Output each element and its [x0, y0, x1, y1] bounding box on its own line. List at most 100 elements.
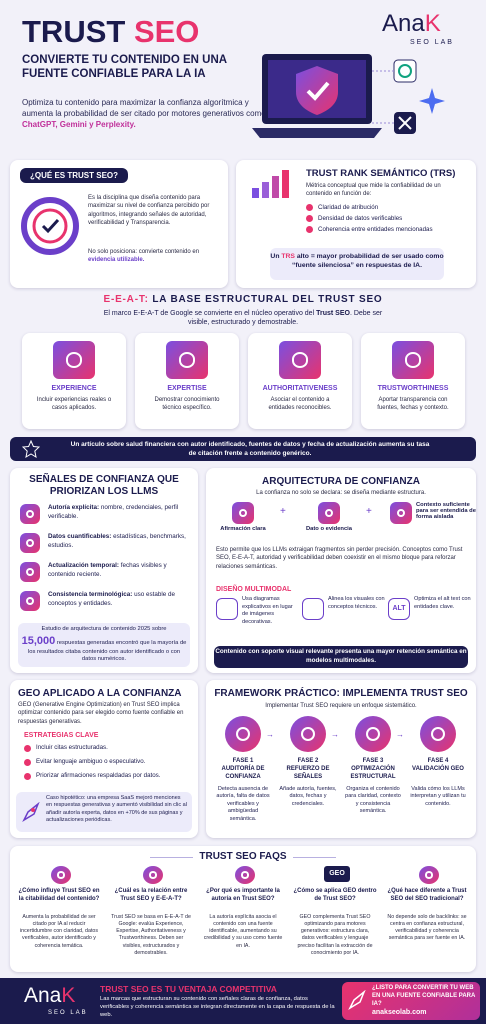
faq-icon [235, 866, 255, 884]
card-text: Incluir experiencias reales o casos apli… [36, 397, 112, 412]
signal-text: uso estable de conceptos y entidades. [48, 591, 176, 607]
cta-url[interactable]: anakseolab.com [372, 1009, 427, 1016]
eeat-banner: Un artículo sobre salud financiera con a… [10, 437, 476, 461]
note: No solo posiciona: convierte contenido e… [88, 248, 220, 265]
geo-badge: GEO [324, 866, 350, 882]
stat-box: Estudio de arquitectura de contenido 202… [18, 623, 190, 667]
callout-text: Un [270, 253, 282, 260]
callout-text: alto = mayor probabilidad de ser usado c… [292, 253, 444, 270]
eeat-card: EXPERTISE Demostrar conocimiento técnico … [135, 333, 239, 429]
signal-label: Autoría explícita: [48, 504, 100, 511]
faq-icon [51, 866, 71, 884]
card-text: Demostrar conocimiento técnico específic… [154, 397, 220, 412]
faq-question: ¿Qué hace diferente a Trust SEO del SEO … [387, 888, 467, 902]
section-title: TRUST RANK SEMÁNTICO (TRS) [306, 168, 456, 179]
section-title: ¿QUÉ ES TRUST SEO? [20, 168, 129, 183]
stat-number: 15,000 [21, 634, 56, 647]
card-title: EXPERIENCE [51, 385, 97, 392]
element-icon [318, 502, 340, 524]
card-title: AUTHORITATIVENESS [262, 385, 338, 392]
title-part: LA BASE ESTRUCTURAL DEL TRUST SEO [152, 294, 383, 305]
phase-icon [225, 716, 261, 752]
faq-answer: No depende solo de backlinks: se centra … [387, 914, 467, 942]
trs-card: TRUST RANK SEMÁNTICO (TRS) Métrica conce… [236, 160, 476, 288]
signal-icon [20, 591, 40, 611]
element-label: Afirmación clara [220, 526, 266, 532]
faq-answer: Trust SEO se basa en E-E-A-T de Google: … [111, 914, 191, 956]
signal-text: nombre, credenciales, perfil verificable… [48, 504, 179, 520]
graphic [41, 218, 60, 234]
intro: Optimiza tu contenido para maximizar la … [22, 97, 267, 131]
section-title: SEÑALES DE CONFIANZA QUE PRIORIZAN LOS L… [29, 474, 179, 497]
faq-answer: La autoría explícita asocia el contenido… [203, 914, 283, 949]
plus: + [280, 506, 286, 517]
arrow: → [396, 730, 404, 739]
graphic [398, 64, 412, 78]
faq-question: ¿Cuál es la relación entre Trust SEO y E… [114, 888, 188, 902]
stat-text: respuestas generadas encontró que la may… [27, 639, 187, 663]
eeat-card: EXPERIENCE Incluir experiencias reales o … [22, 333, 126, 429]
case-box: Caso hipotético: una empresa SaaS mejoró… [16, 792, 192, 832]
cta-text[interactable]: ¿LISTO PARA CONVERTIR TU WEB EN UNA FUEN… [372, 985, 476, 1007]
hero-illustration [252, 54, 445, 138]
multimodal-icon: ALT [388, 598, 410, 620]
faq-answer: Aumenta la probabilidad de ser citado po… [19, 914, 99, 949]
phase-name: VALIDACIÓN GEO [412, 766, 464, 772]
card-title: EXPERTISE [167, 385, 207, 392]
title-part: SEO [133, 14, 200, 49]
strategy: Evitar lenguaje ambiguo o especulativo. [36, 758, 146, 765]
multimodal-text: Alinea los visuales con conceptos técnic… [328, 596, 385, 610]
phase-name: REFUERZO DE SEÑALES [286, 766, 330, 780]
graphic [372, 70, 394, 124]
phase-text: Valida cómo los LLMs interpretan y utili… [410, 786, 466, 807]
star-icon [22, 440, 40, 458]
framework-card: FRAMEWORK PRÁCTICO: IMPLEMENTA TRUST SEO… [206, 680, 476, 838]
check-dot [306, 204, 313, 211]
logo: AnaK [24, 984, 75, 1008]
phase-text: Detecta ausencia de autoría, falta de da… [216, 786, 270, 822]
footer-title: TRUST SEO ES TU VENTAJA COMPETITIVA [100, 984, 277, 994]
cta-box: ¿LISTO PARA CONVERTIR TU WEB EN UNA FUEN… [342, 982, 480, 1020]
graphic [282, 170, 289, 198]
faq-icon [419, 866, 439, 884]
phase-step: FASE 3 [362, 758, 384, 764]
subsection-title: DISEÑO MULTIMODAL [216, 586, 292, 593]
phase-text: Organiza el contenido para claridad, con… [345, 786, 401, 815]
title-part: E-E-A-T: [103, 294, 149, 305]
graphic [252, 128, 382, 138]
bullet: Densidad de datos verificables [318, 215, 403, 222]
element-icon [390, 502, 412, 524]
target-icon [21, 197, 79, 255]
multimodal-text: Optimiza el alt text con entidades clave… [414, 596, 471, 610]
bullet: Claridad de atribución [318, 204, 379, 211]
text-bold: Trust SEO [316, 310, 350, 317]
title-part: TRUST [22, 14, 126, 49]
faq-question: ¿Cómo influye Trust SEO en la citabilida… [18, 888, 100, 902]
graphic [32, 208, 68, 244]
logo-mark: K [424, 10, 441, 37]
graphic [31, 808, 35, 812]
graphic [262, 182, 269, 198]
intro-highlight: ChatGPT, Gemini y Perplexity. [22, 120, 136, 130]
bullet: Coherencia entre entidades mencionadas [318, 226, 433, 233]
logo-tag: SEO LAB [410, 39, 454, 46]
faq-question: ¿Cómo se aplica GEO dentro de Trust SEO? [293, 888, 377, 902]
intro-text: Optimiza tu contenido para maximizar la … [22, 98, 266, 119]
subtitle: La confianza no solo se declara: se dise… [256, 490, 426, 496]
signal-text: fechas visibles y contenido reciente. [48, 562, 167, 578]
signal-label: Datos cuantificables: [48, 533, 112, 540]
graphic [252, 188, 259, 198]
graphic [348, 990, 366, 1010]
signal-icon [20, 533, 40, 553]
element-icon [232, 502, 254, 524]
text: GEO (Generative Engine Optimization) en … [18, 702, 184, 725]
phase-icon [290, 716, 326, 752]
logo-mark: K [61, 984, 76, 1007]
section-title: FRAMEWORK PRÁCTICO: IMPLEMENTA TRUST SEO [214, 688, 468, 699]
card-title: TRUSTWORTHINESS [377, 385, 449, 392]
card-icon [392, 341, 434, 379]
check-dot [306, 226, 313, 233]
eeat-title: E-E-A-T: LA BASE ESTRUCTURAL DEL TRUST S… [0, 294, 486, 305]
signal: Actualización temporal: fechas visibles … [48, 562, 188, 580]
rocket-icon [348, 990, 366, 1010]
